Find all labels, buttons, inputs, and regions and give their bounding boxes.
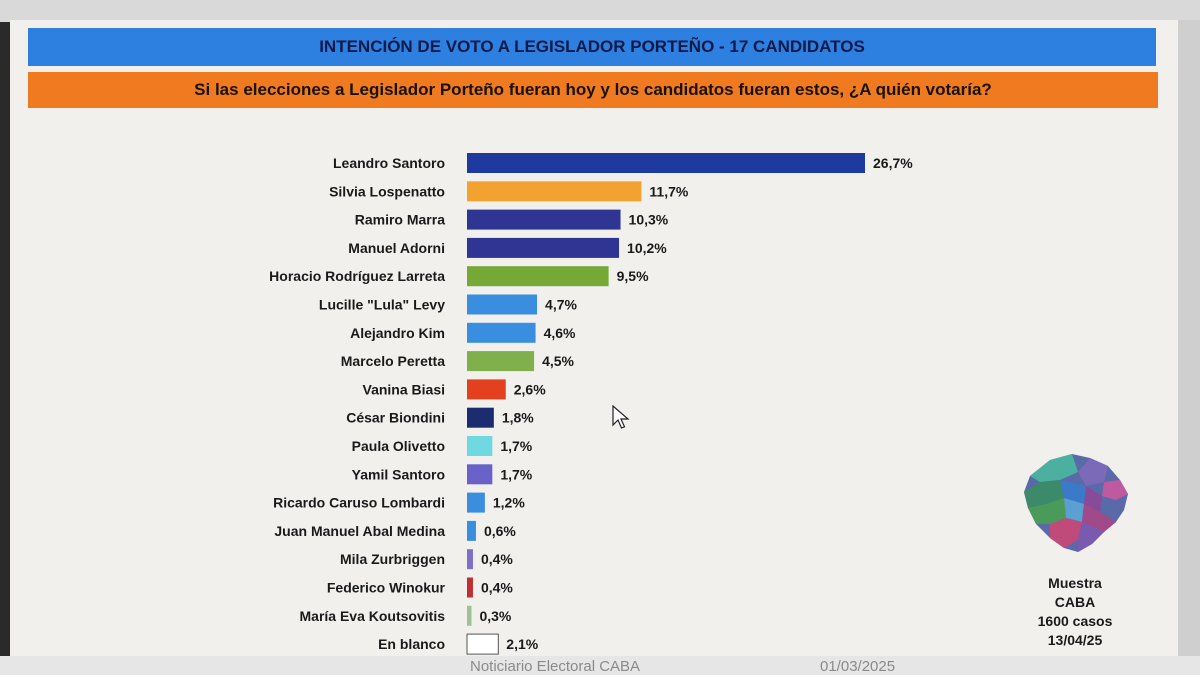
category-label: Silvia Lospenatto bbox=[329, 183, 445, 199]
value-label: 11,7% bbox=[649, 183, 688, 199]
value-label: 0,6% bbox=[484, 523, 516, 539]
value-label: 26,7% bbox=[873, 155, 913, 171]
category-label: Vanina Biasi bbox=[363, 381, 445, 397]
bar bbox=[467, 351, 535, 372]
sample-line-3: 1600 casos bbox=[1037, 613, 1113, 629]
value-label: 9,5% bbox=[617, 268, 649, 284]
value-label: 1,7% bbox=[500, 438, 532, 454]
value-label: 1,8% bbox=[502, 410, 534, 426]
value-label: 10,2% bbox=[627, 240, 667, 256]
sample-line-4: 13/04/25 bbox=[1047, 632, 1103, 648]
bar bbox=[467, 520, 476, 541]
category-label: Mila Zurbriggen bbox=[340, 551, 445, 567]
sample-line-1: Muestra bbox=[1048, 575, 1102, 591]
footer-strip: Noticiario Electoral CABA 01/03/2025 bbox=[0, 656, 1200, 675]
question-banner: Si las elecciones a Legislador Porteño f… bbox=[28, 72, 1158, 108]
category-label: Yamil Santoro bbox=[352, 466, 445, 482]
chart-title-banner: INTENCIÓN DE VOTO A LEGISLADOR PORTEÑO -… bbox=[28, 28, 1156, 66]
category-label: Lucille "Lula" Levy bbox=[319, 297, 445, 313]
category-label: Juan Manuel Abal Medina bbox=[274, 523, 445, 539]
category-label: Manuel Adorni bbox=[348, 240, 445, 256]
slide-background bbox=[10, 20, 1178, 660]
sample-line-2: CABA bbox=[1054, 594, 1096, 610]
bar bbox=[467, 237, 620, 258]
value-label: 2,1% bbox=[506, 636, 538, 652]
bar bbox=[467, 436, 493, 456]
value-label: 0,4% bbox=[481, 551, 513, 567]
bar bbox=[467, 605, 472, 626]
category-label: María Eva Koutsovitis bbox=[300, 608, 446, 624]
footer-date: 01/03/2025 bbox=[820, 658, 896, 675]
category-label: Alejandro Kim bbox=[350, 325, 445, 341]
value-label: 0,4% bbox=[481, 580, 513, 596]
sample-info: Muestra CABA 1600 casos 13/04/25 bbox=[1015, 574, 1135, 650]
category-label: Marcelo Peretta bbox=[341, 353, 445, 369]
bar bbox=[467, 577, 473, 598]
category-label: Ramiro Marra bbox=[355, 212, 445, 228]
category-label: Horacio Rodríguez Larreta bbox=[269, 268, 445, 284]
bar bbox=[466, 633, 499, 655]
value-label: 1,2% bbox=[493, 495, 525, 511]
bar bbox=[467, 209, 621, 230]
bar bbox=[467, 379, 506, 400]
value-label: 2,6% bbox=[514, 381, 546, 397]
value-label: 4,7% bbox=[545, 297, 577, 313]
footer-left-text: Noticiario Electoral CABA bbox=[470, 658, 641, 675]
bar bbox=[467, 549, 473, 570]
bar bbox=[467, 153, 865, 173]
question-text: Si las elecciones a Legislador Porteño f… bbox=[194, 80, 992, 99]
category-label: En blanco bbox=[378, 636, 445, 652]
category-label: Leandro Santoro bbox=[333, 155, 445, 171]
bar bbox=[467, 492, 485, 513]
value-label: 0,3% bbox=[479, 608, 511, 624]
bar bbox=[467, 266, 609, 287]
category-label: Paula Olivetto bbox=[352, 438, 445, 454]
category-label: Federico Winokur bbox=[327, 580, 446, 596]
chart-title: INTENCIÓN DE VOTO A LEGISLADOR PORTEÑO -… bbox=[319, 37, 865, 56]
bar bbox=[467, 181, 642, 202]
caba-map-icon bbox=[1024, 454, 1128, 552]
value-label: 4,5% bbox=[542, 353, 574, 369]
bar bbox=[467, 464, 493, 485]
bar bbox=[467, 407, 494, 428]
monitor-top-bezel bbox=[0, 0, 1200, 22]
value-label: 1,7% bbox=[500, 466, 532, 482]
category-label: Ricardo Caruso Lombardi bbox=[273, 495, 445, 511]
value-label: 10,3% bbox=[629, 212, 669, 228]
bar bbox=[467, 322, 536, 343]
category-label: César Biondini bbox=[346, 410, 445, 426]
value-label: 4,6% bbox=[544, 325, 576, 341]
mouse-cursor-icon bbox=[612, 405, 630, 429]
monitor-right-bezel bbox=[1178, 20, 1200, 675]
bar bbox=[467, 294, 538, 315]
